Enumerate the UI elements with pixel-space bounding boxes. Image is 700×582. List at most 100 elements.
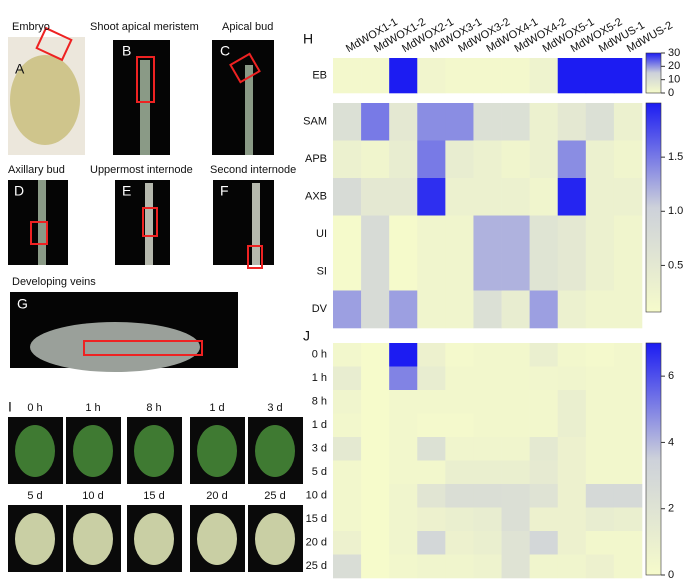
heat-cell — [501, 215, 530, 254]
heat-cell — [333, 343, 362, 367]
heat-cell — [333, 413, 362, 438]
heat-cell — [333, 366, 362, 391]
panel-letter: J — [303, 328, 310, 344]
highlight — [229, 52, 261, 84]
tick-label: 2 — [668, 503, 674, 515]
heat-cell — [333, 290, 362, 329]
heat-cell — [389, 178, 418, 216]
heat-cell — [613, 290, 643, 329]
heat-cell — [361, 507, 390, 532]
heat-cell — [417, 484, 446, 508]
heat-cell — [585, 366, 615, 391]
heat-cell — [473, 58, 502, 94]
heat-cell — [417, 531, 446, 555]
heat-cell — [501, 484, 530, 508]
heat-cell — [613, 366, 643, 391]
panel-title: Axillary bud — [8, 164, 65, 176]
heat-cell — [417, 460, 446, 485]
colorbar — [645, 342, 662, 576]
heat-cell — [417, 390, 446, 414]
heat-cell — [473, 178, 502, 216]
heat-cell — [501, 437, 530, 461]
tick-label: 20 — [668, 60, 680, 72]
heat-cell — [445, 460, 474, 485]
heat-cell — [361, 460, 390, 485]
heat-cell — [585, 343, 615, 367]
heat-cell — [333, 507, 362, 532]
heat-cell — [501, 413, 530, 438]
colorbar — [645, 52, 662, 94]
time-label: 8 h — [146, 402, 161, 414]
heat-cell — [361, 554, 390, 579]
heat-cell — [473, 215, 502, 254]
heat-cell — [417, 554, 446, 579]
heat-cell — [361, 290, 390, 329]
panel-title: Second internode — [210, 164, 296, 176]
heat-cell — [473, 253, 502, 291]
heat-cell — [333, 390, 362, 414]
leaf — [73, 513, 113, 565]
row-label: 8 h — [312, 396, 327, 408]
time-label: 20 d — [206, 490, 227, 502]
heat-cell — [445, 437, 474, 461]
heat-cell — [473, 366, 502, 391]
heat-cell — [557, 290, 587, 329]
leaf — [30, 322, 200, 372]
heat-cell — [445, 215, 474, 254]
heat-cell — [445, 343, 474, 367]
heat-cell — [557, 343, 587, 367]
stem — [145, 183, 153, 265]
heat-cell — [333, 103, 362, 141]
heat-cell — [445, 290, 474, 329]
embryo — [10, 55, 80, 145]
row-label: APB — [305, 153, 327, 165]
heat-cell — [529, 460, 559, 485]
heat-cell — [529, 253, 559, 291]
row-label: 0 h — [312, 349, 327, 361]
row-label: UI — [316, 228, 327, 240]
leaf — [197, 425, 237, 477]
row-label: EB — [312, 69, 327, 81]
heat-cell — [529, 366, 559, 391]
heat-cell — [585, 507, 615, 532]
heat-cell — [361, 140, 390, 179]
heat-cell — [529, 178, 559, 216]
heat-cell — [445, 103, 474, 141]
heat-cell — [389, 140, 418, 179]
heat-cell — [585, 253, 615, 291]
heat-cell — [501, 531, 530, 555]
heat-cell — [417, 58, 446, 94]
heat-cell — [529, 290, 559, 329]
heat-cell — [445, 140, 474, 179]
heat-cell — [445, 554, 474, 579]
tick-label: 0 — [668, 87, 674, 99]
heat-cell — [417, 178, 446, 216]
heat-cell — [389, 58, 418, 94]
heat-cell — [417, 253, 446, 291]
heat-cell — [529, 140, 559, 179]
leaf-series: 0 h 1 h 8 h 1 d 3 d 5 d 10 d 15 d 20 d 25 d — [8, 402, 303, 572]
heat-cell — [361, 253, 390, 291]
row-label: 10 d — [306, 490, 327, 502]
colorbar — [645, 102, 662, 313]
heat-cell — [417, 366, 446, 391]
heat-cell — [389, 437, 418, 461]
row-label: 15 d — [306, 513, 327, 525]
heat-cell — [445, 507, 474, 532]
heat-cell — [613, 390, 643, 414]
row-label: SI — [317, 266, 327, 278]
heat-cell — [529, 531, 559, 555]
heat-cell — [361, 103, 390, 141]
heat-cell — [585, 390, 615, 414]
time-label: 15 d — [143, 490, 164, 502]
heat-cell — [361, 178, 390, 216]
heat-cell — [473, 554, 502, 579]
photo — [212, 40, 274, 155]
heat-cell — [445, 413, 474, 438]
heat-cell — [361, 437, 390, 461]
stem — [252, 183, 260, 265]
leaf — [255, 513, 295, 565]
heat-cell — [389, 390, 418, 414]
heat-cell — [333, 554, 362, 579]
